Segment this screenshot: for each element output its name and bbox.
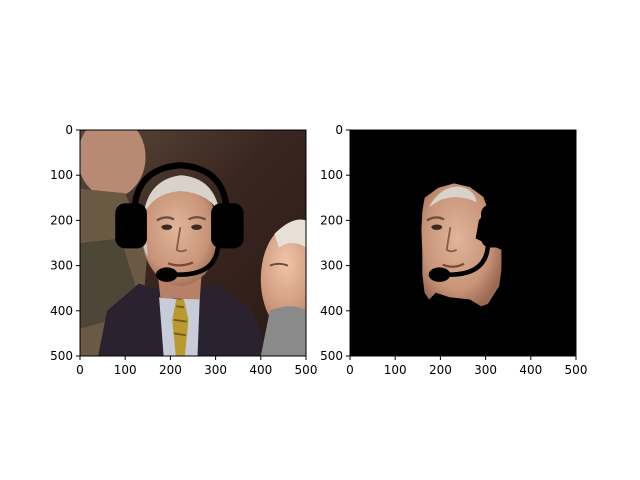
left-ytick-label: 200 — [50, 213, 73, 227]
left-axes — [80, 130, 307, 356]
left-ytick-label: 500 — [50, 349, 73, 363]
right-xtick-label: 300 — [474, 363, 497, 377]
right-axes — [350, 130, 576, 356]
left-ytick-label: 0 — [65, 123, 73, 137]
mask-image — [350, 130, 576, 356]
right-xtick-label: 500 — [565, 363, 588, 377]
left-axes-frame — [79, 129, 307, 357]
left-xtick-label: 400 — [249, 363, 272, 377]
left-xtick-label: 200 — [159, 363, 182, 377]
right-ytick-label: 500 — [320, 349, 343, 363]
right-ytick-label: 200 — [320, 213, 343, 227]
right-ytick-label: 100 — [320, 168, 343, 182]
left-xtick-label: 300 — [204, 363, 227, 377]
left-ytick-label: 400 — [50, 304, 73, 318]
right-axes-frame — [349, 129, 577, 357]
right-xtick-label: 0 — [346, 363, 354, 377]
right-ytick-label: 400 — [320, 304, 343, 318]
left-xtick-label: 0 — [76, 363, 84, 377]
right-ytick-label: 300 — [320, 259, 343, 273]
left-ytick-label: 300 — [50, 259, 73, 273]
right-ytick-label: 0 — [335, 123, 343, 137]
right-xtick-label: 400 — [519, 363, 542, 377]
left-ytick-label: 100 — [50, 168, 73, 182]
left-xtick-label: 500 — [295, 363, 318, 377]
photo-image — [80, 130, 307, 356]
right-xtick-label: 100 — [384, 363, 407, 377]
headset-overlay — [115, 162, 244, 282]
right-xtick-label: 200 — [429, 363, 452, 377]
left-xtick-label: 100 — [114, 363, 137, 377]
